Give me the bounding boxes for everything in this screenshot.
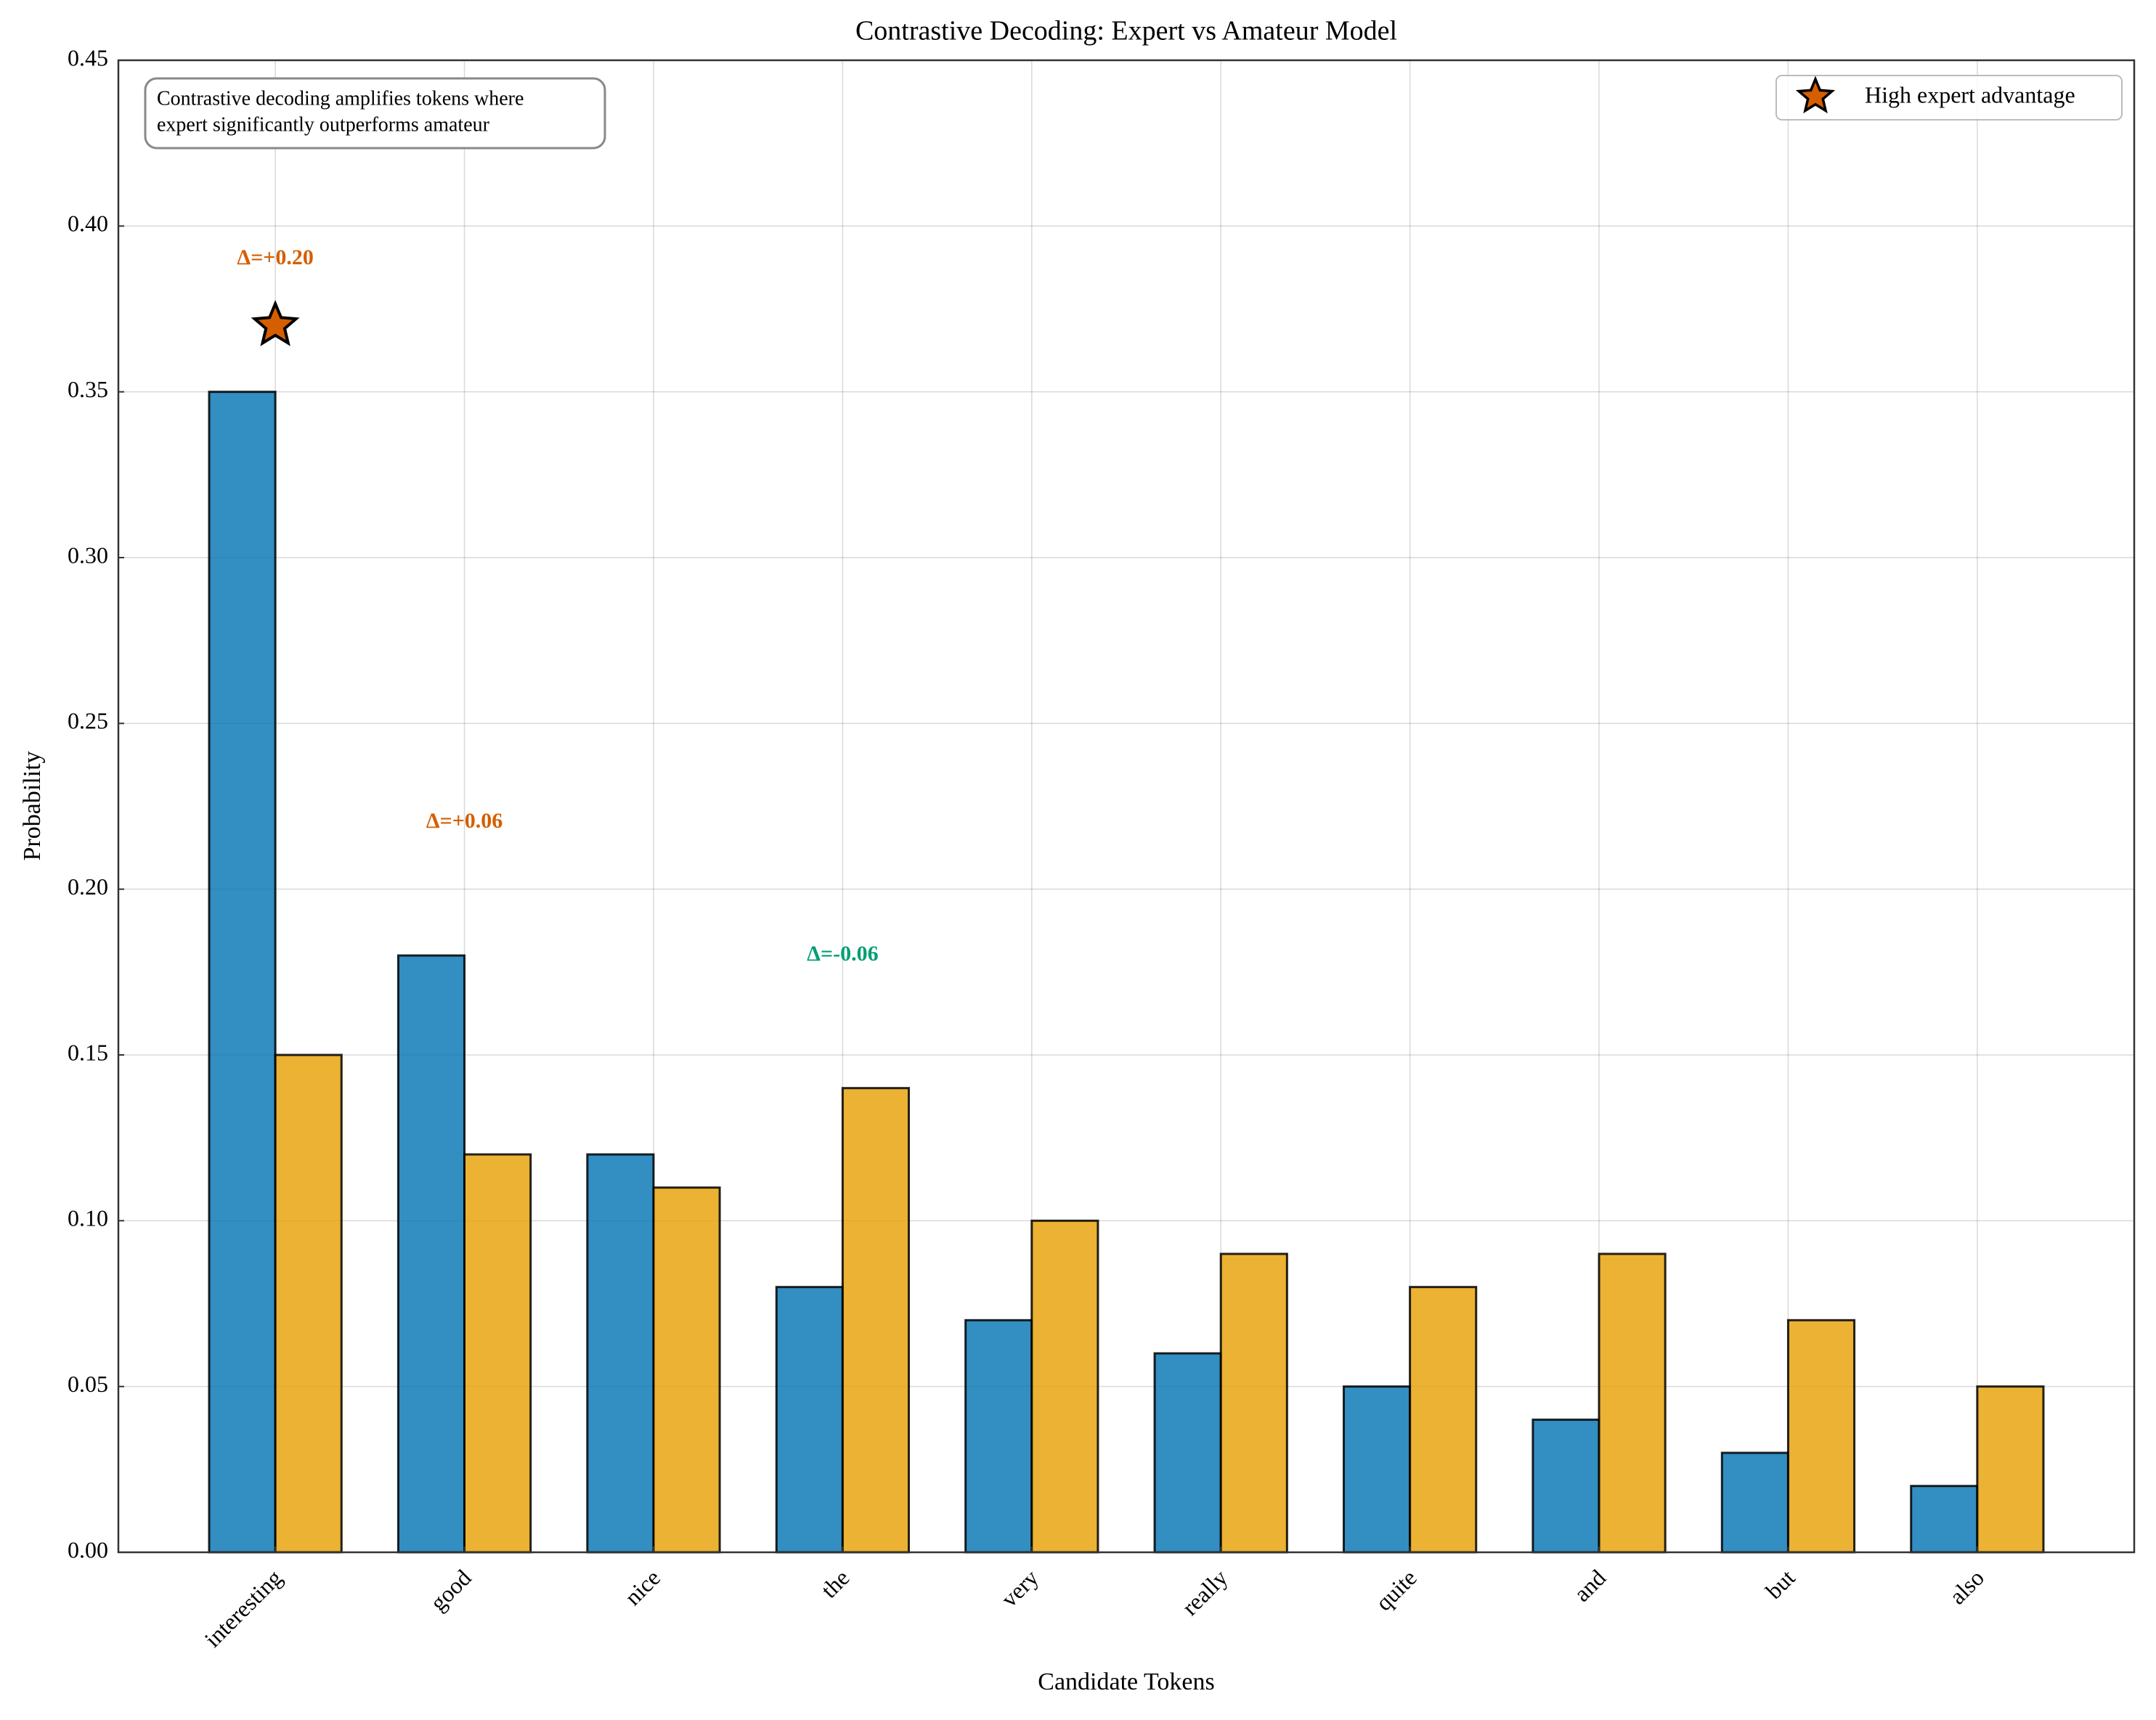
- note-box: [144, 77, 606, 150]
- bar: [208, 391, 277, 1554]
- y-axis-label: Probability: [19, 751, 46, 860]
- y-tick-label: 0.45: [68, 44, 108, 70]
- bar: [1409, 1286, 1478, 1554]
- y-tick-label: 0.40: [68, 211, 108, 237]
- delta-annotation: Δ=-0.06: [807, 942, 878, 966]
- legend-box: [1775, 75, 2123, 121]
- y-tick-label: 0.20: [68, 873, 108, 900]
- plot-frame: [117, 59, 2136, 1554]
- bar: [652, 1186, 721, 1554]
- bar: [775, 1286, 844, 1554]
- legend-marker: [1795, 76, 1836, 114]
- highlight-star: [251, 300, 300, 346]
- bar: [841, 1087, 911, 1554]
- bar: [1910, 1485, 1979, 1554]
- bar: [463, 1153, 532, 1554]
- bar: [1786, 1318, 1856, 1554]
- x-axis-label: Candidate Tokens: [1038, 1668, 1214, 1695]
- y-tick-label: 0.15: [68, 1039, 108, 1065]
- bar: [1531, 1418, 1600, 1554]
- note-text: expert significantly outperforms amateur: [157, 113, 490, 136]
- legend-label: High expert advantage: [1865, 81, 2075, 107]
- bar: [586, 1153, 655, 1554]
- y-tick-label: 0.35: [68, 376, 108, 402]
- bar: [396, 954, 466, 1554]
- delta-annotation: Δ=+0.20: [237, 245, 314, 269]
- chart-title: Contrastive Decoding: Expert vs Amateur …: [855, 16, 1397, 46]
- bar: [1030, 1219, 1099, 1554]
- bar: [1342, 1385, 1412, 1554]
- y-tick-label: 0.25: [68, 708, 108, 734]
- bar: [274, 1053, 343, 1554]
- delta-annotation: Δ=+0.06: [426, 809, 503, 833]
- y-tick-label: 0.30: [68, 542, 108, 568]
- y-tick-label: 0.00: [68, 1536, 108, 1562]
- bar: [1219, 1252, 1288, 1554]
- bar: [964, 1318, 1033, 1554]
- bar: [1153, 1352, 1222, 1554]
- note-text: Contrastive decoding amplifies tokens wh…: [157, 87, 524, 110]
- bar: [1976, 1385, 2045, 1554]
- y-tick-label: 0.05: [68, 1371, 108, 1397]
- bar: [1720, 1451, 1789, 1554]
- bar: [1598, 1252, 1667, 1554]
- y-tick-label: 0.10: [68, 1205, 108, 1231]
